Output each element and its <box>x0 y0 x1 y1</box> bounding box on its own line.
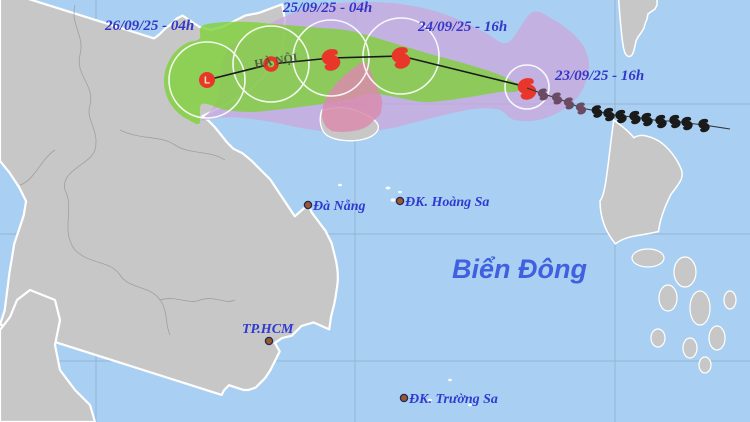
svg-text:TP.HCM: TP.HCM <box>242 322 294 337</box>
svg-text:Đà Nẵng: Đà Nẵng <box>312 199 366 214</box>
svg-text:L: L <box>204 76 210 87</box>
svg-text:23/09/25 - 16h: 23/09/25 - 16h <box>554 68 644 84</box>
svg-text:25/09/25 - 04h: 25/09/25 - 04h <box>282 0 372 16</box>
svg-text:ĐK. Trường Sa: ĐK. Trường Sa <box>408 392 498 407</box>
svg-text:24/09/25 - 16h: 24/09/25 - 16h <box>417 19 507 35</box>
svg-text:ĐK. Hoàng Sa: ĐK. Hoàng Sa <box>404 195 489 210</box>
svg-text:26/09/25 - 04h: 26/09/25 - 04h <box>104 18 194 34</box>
svg-text:Biển Đông: Biển Đông <box>452 254 587 284</box>
